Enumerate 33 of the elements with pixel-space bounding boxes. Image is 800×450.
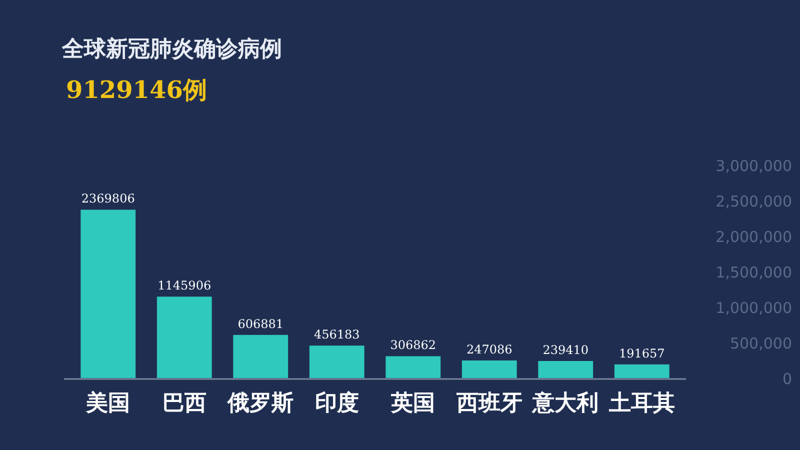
data-label: 306862 — [390, 338, 436, 352]
y-tick-label: 1,500,000 — [716, 264, 792, 282]
data-label: 247086 — [466, 342, 512, 356]
y-tick-label: 500,000 — [730, 334, 792, 352]
y-tick-label: 2,000,000 — [716, 228, 792, 246]
y-tick-label: 2,500,000 — [716, 192, 792, 210]
data-label: 456183 — [314, 328, 360, 342]
bar — [233, 334, 288, 378]
chart-subtitle: 9129146例 — [66, 75, 207, 104]
data-label: 191657 — [618, 346, 665, 360]
x-tick-label: 巴西 — [162, 390, 206, 416]
x-tick-label: 英国 — [390, 390, 436, 416]
x-tick-label: 印度 — [314, 390, 359, 416]
bar — [462, 360, 517, 378]
y-tick-label: 3,000,000 — [716, 157, 792, 175]
bar — [538, 361, 594, 378]
x-tick-label: 俄罗斯 — [226, 390, 294, 416]
bar — [309, 346, 364, 378]
x-tick-label: 土耳其 — [608, 390, 675, 416]
bar — [80, 210, 136, 378]
data-label: 606881 — [238, 316, 284, 331]
data-label: 1145906 — [158, 278, 212, 293]
bar — [156, 296, 212, 378]
y-tick-label: 0 — [782, 370, 792, 388]
bar — [386, 356, 441, 378]
x-tick-label: 意大利 — [532, 390, 599, 416]
y-tick-label: 1,000,000 — [716, 299, 792, 317]
data-label: 239410 — [542, 343, 589, 357]
x-tick-label: 西班牙 — [455, 390, 522, 416]
data-label: 2369806 — [81, 192, 135, 206]
bar — [614, 364, 670, 378]
x-tick-label: 美国 — [85, 390, 130, 416]
chart-title: 全球新冠肺炎确诊病例 — [61, 36, 282, 62]
